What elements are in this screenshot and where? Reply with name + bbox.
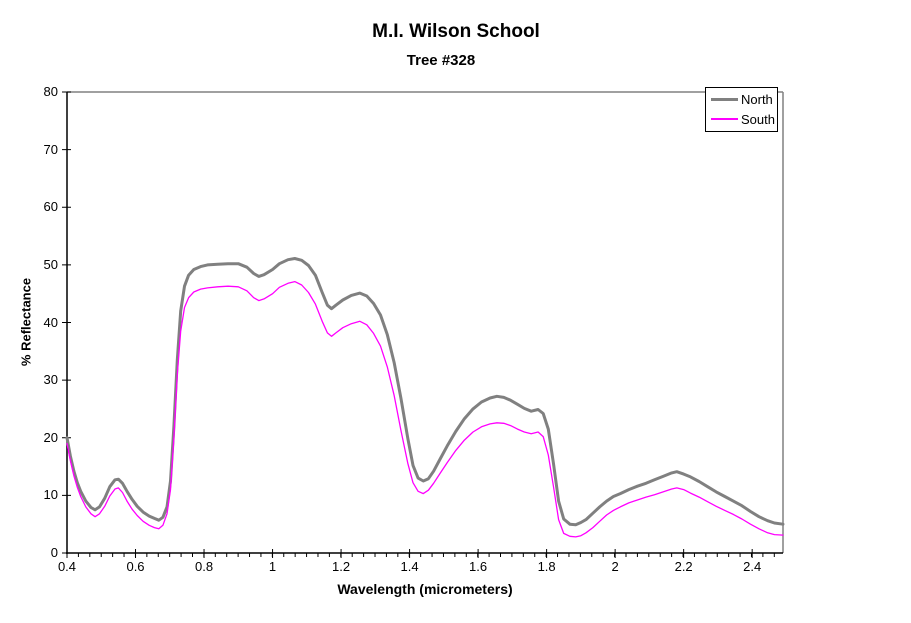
x-tick-label: 2.2: [674, 559, 693, 574]
y-axis-title: % Reflectance: [18, 277, 34, 367]
x-tick-label: 1.2: [332, 559, 351, 574]
x-tick-label: 0.4: [57, 559, 77, 574]
axes: [66, 92, 783, 554]
x-tick-label: 1.6: [469, 559, 488, 574]
plot-border: [67, 91, 784, 553]
legend: North South: [705, 87, 778, 132]
y-tick-label: 0: [50, 545, 58, 560]
y-tick-label: 70: [43, 141, 58, 157]
chart-title: M.I. Wilson School: [372, 21, 540, 42]
north-line-sample: [711, 98, 738, 102]
y-tick-label: 50: [43, 256, 58, 272]
x-tick-label: 0.6: [126, 559, 145, 574]
x-tick-label: 1.8: [537, 559, 556, 574]
x-axis-title: Wavelength (micrometers): [337, 581, 513, 597]
chart-subtitle: Tree #328: [406, 52, 476, 69]
x-tick-label: 2.4: [743, 559, 762, 574]
x-axis-major-ticks: [66, 549, 753, 558]
y-tick-label: 30: [43, 372, 58, 388]
x-tick-label: 0.8: [194, 559, 214, 574]
x-tick-label: 2: [611, 559, 619, 574]
x-tick-label: 1: [268, 559, 277, 574]
legend-item-south: South: [706, 112, 777, 127]
y-tick-label: 20: [43, 429, 58, 445]
legend-label-north: North: [741, 92, 773, 108]
y-tick-label: 40: [43, 314, 58, 330]
y-tick-label: 10: [43, 487, 58, 503]
series-lines: [65, 257, 785, 538]
series-line-north: [65, 257, 785, 527]
series-line-south: [66, 280, 784, 538]
y-tick-label: 80: [43, 84, 58, 99]
x-tick-label: 1.4: [400, 559, 419, 574]
y-tick-label: 60: [43, 199, 58, 215]
legend-item-north: North: [706, 92, 777, 107]
south-line-sample: [711, 118, 738, 121]
legend-label-south: South: [741, 111, 775, 127]
